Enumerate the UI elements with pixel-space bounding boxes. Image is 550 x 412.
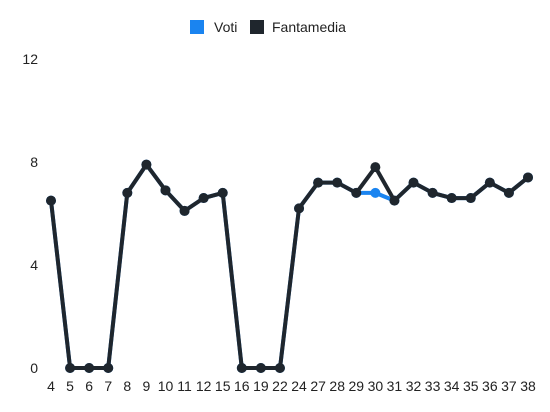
x-tick-label: 4: [47, 378, 55, 394]
x-tick-label: 16: [234, 378, 250, 394]
x-tick-label: 8: [123, 378, 131, 394]
series-line-fantamedia: [49, 162, 530, 370]
x-tick-label: 27: [310, 378, 326, 394]
data-point-fantamedia: [160, 185, 171, 196]
x-tick-label: 38: [520, 378, 536, 394]
x-tick-label: 15: [215, 378, 231, 394]
y-axis-ticks: 0 4 8 12: [22, 51, 38, 376]
legend-swatch-fantamedia: [250, 20, 264, 34]
data-point-fantamedia: [446, 193, 457, 204]
x-tick-label: 37: [501, 378, 517, 394]
x-tick-label: 33: [425, 378, 441, 394]
data-point-fantamedia: [332, 177, 343, 188]
x-tick-label: 5: [66, 378, 74, 394]
x-tick-label: 22: [272, 378, 288, 394]
data-point-fantamedia: [179, 205, 190, 216]
data-point-fantamedia: [103, 363, 114, 373]
data-point-fantamedia: [408, 177, 419, 188]
y-tick-label: 8: [30, 154, 38, 170]
x-tick-label: 34: [444, 378, 460, 394]
data-point-fantamedia: [503, 187, 514, 198]
data-point-fantamedia: [46, 195, 56, 206]
x-tick-label: 9: [143, 378, 151, 394]
data-point-fantamedia: [236, 363, 247, 373]
data-point-fantamedia: [465, 193, 476, 204]
x-tick-label: 10: [158, 378, 174, 394]
x-tick-label: 24: [291, 378, 307, 394]
y-tick-label: 0: [30, 360, 38, 376]
data-point-fantamedia: [427, 187, 438, 198]
data-point-voti: [370, 187, 381, 198]
data-point-fantamedia: [484, 177, 495, 188]
series-line-voti: [49, 162, 530, 370]
legend-label-voti: Voti: [214, 19, 237, 35]
data-point-fantamedia: [84, 363, 95, 373]
x-tick-label: 31: [387, 378, 403, 394]
data-point-fantamedia: [274, 363, 285, 373]
data-point-fantamedia: [389, 195, 400, 206]
data-point-fantamedia: [198, 193, 209, 204]
series-layer: [46, 159, 533, 373]
legend-label-fantamedia: Fantamedia: [272, 19, 346, 35]
x-tick-label: 6: [85, 378, 93, 394]
x-tick-label: 19: [253, 378, 269, 394]
data-point-fantamedia: [217, 187, 228, 198]
x-tick-label: 11: [177, 378, 192, 394]
y-tick-label: 4: [30, 257, 38, 273]
data-point-fantamedia: [294, 203, 305, 214]
x-axis-ticks: 4 5 6 7 8 9 10 11 12 15 16 19 22 24 27 28 29 30 31 32 33 34 35…: [47, 378, 536, 394]
data-point-fantamedia: [523, 172, 533, 183]
y-tick-label: 12: [22, 51, 38, 67]
x-tick-label: 35: [463, 378, 479, 394]
data-point-fantamedia: [255, 363, 266, 373]
x-tick-label: 32: [406, 378, 422, 394]
chart-legend: Voti Fantamedia: [190, 19, 346, 35]
legend-swatch-voti: [190, 20, 204, 34]
x-tick-label: 12: [196, 378, 212, 394]
x-tick-label: 36: [482, 378, 498, 394]
x-tick-label: 7: [104, 378, 112, 394]
x-tick-label: 29: [348, 378, 364, 394]
data-point-fantamedia: [141, 159, 152, 170]
x-tick-label: 28: [329, 378, 345, 394]
data-point-fantamedia: [370, 162, 381, 173]
data-point-fantamedia: [351, 187, 362, 198]
data-point-fantamedia: [65, 363, 76, 373]
data-point-fantamedia: [313, 177, 324, 188]
x-tick-label: 30: [368, 378, 384, 394]
data-point-fantamedia: [122, 187, 133, 198]
